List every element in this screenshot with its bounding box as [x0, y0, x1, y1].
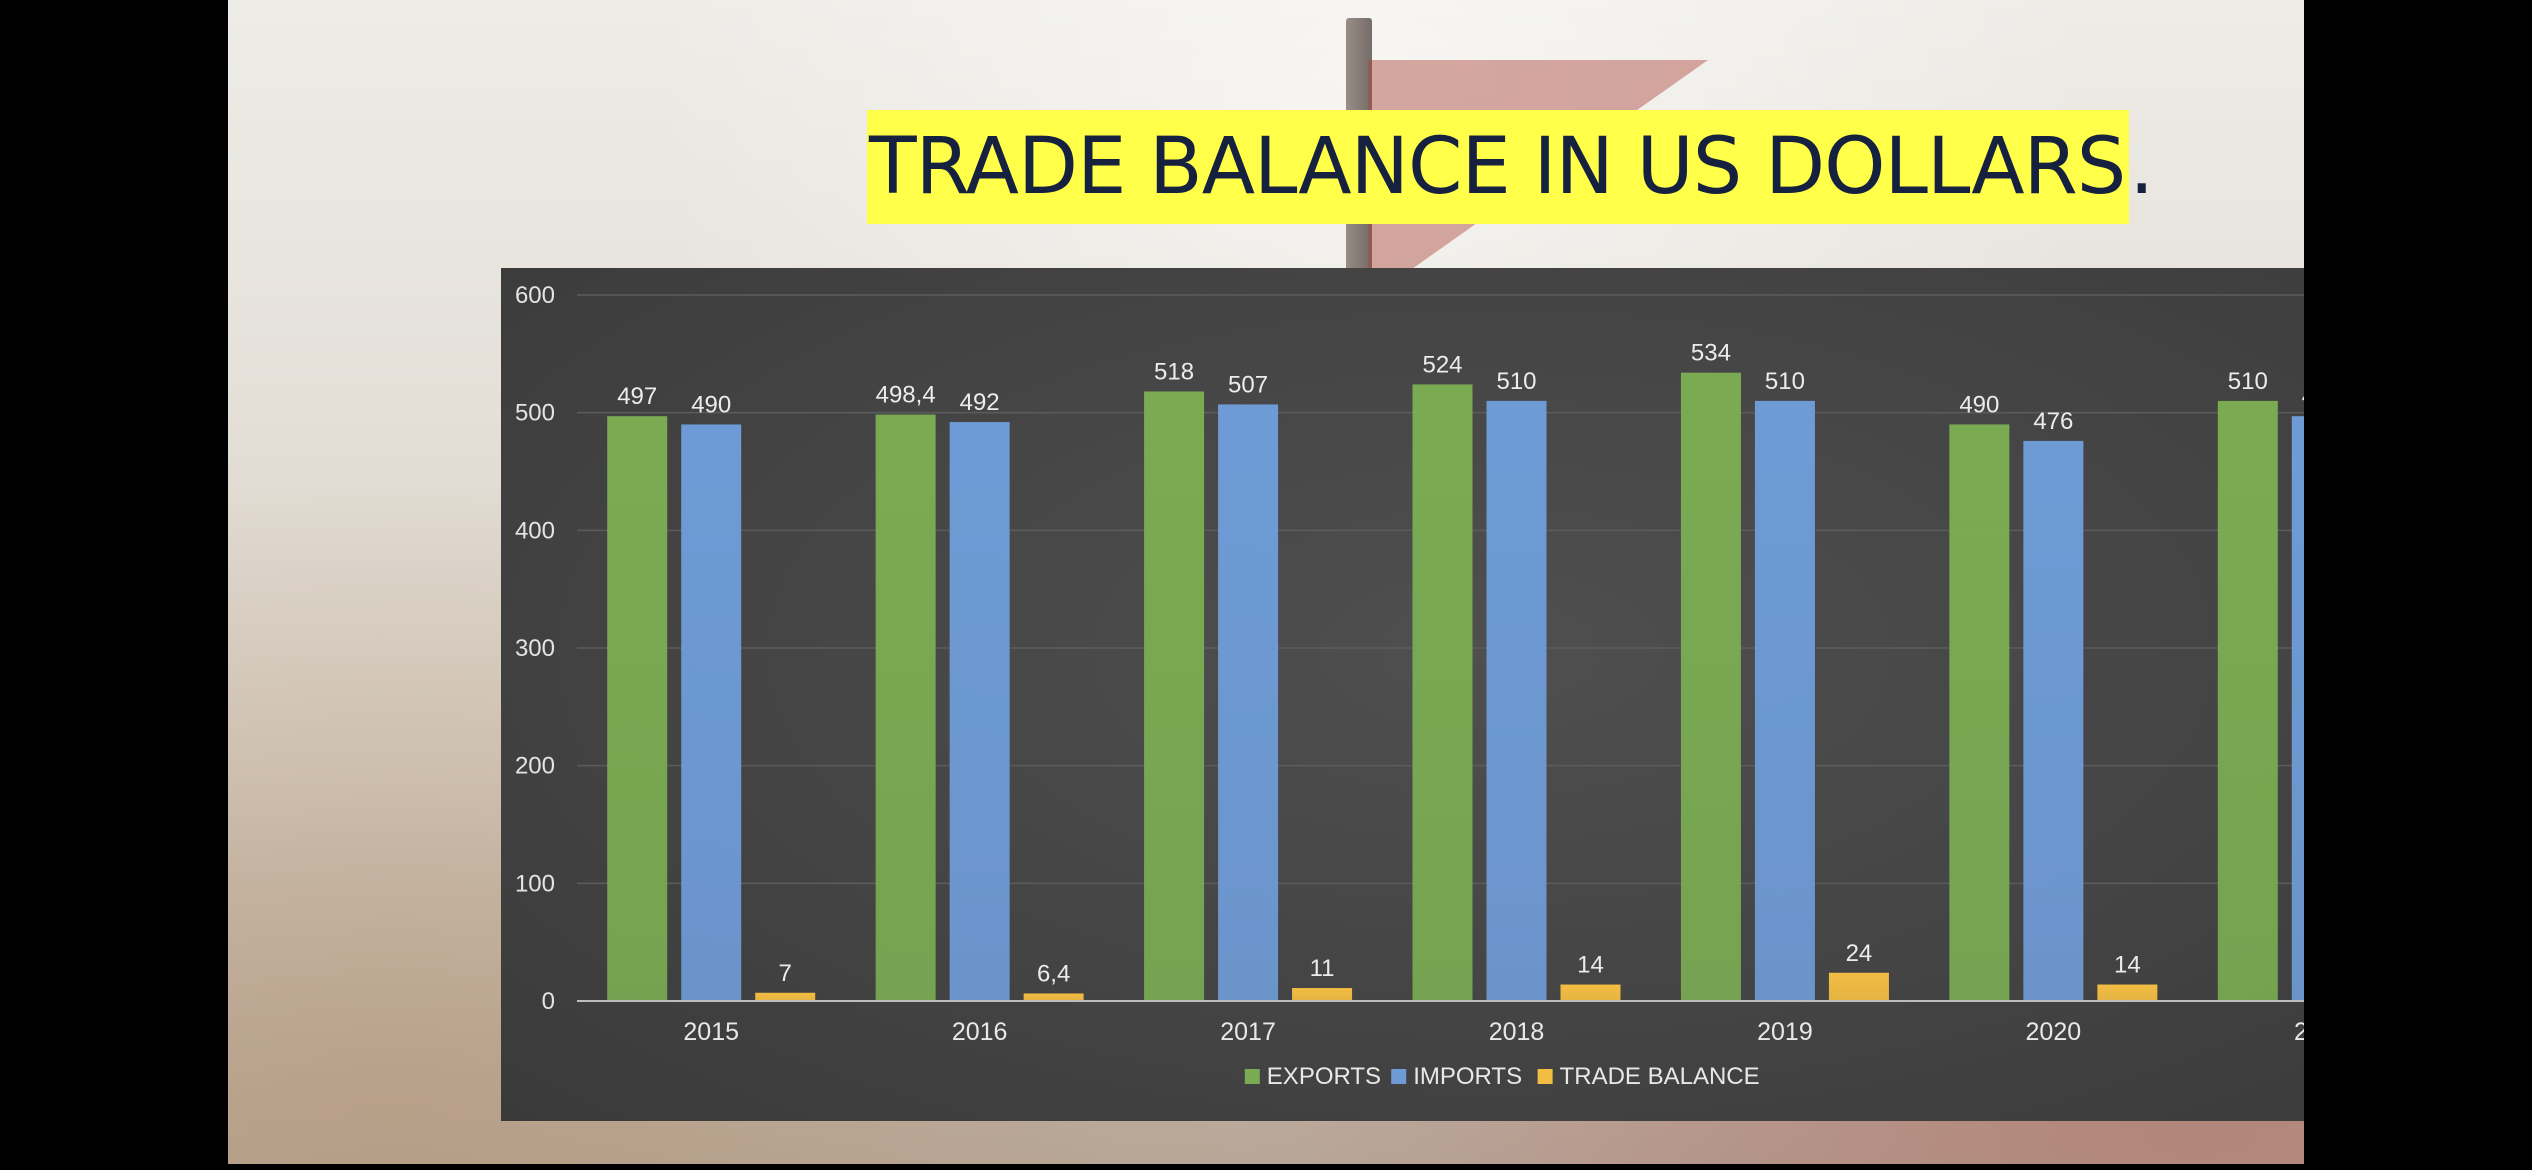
y-tick-label: 200: [515, 753, 555, 780]
slide-title: TRADE BALANCE IN US DOLLARS: [867, 110, 2130, 224]
y-tick-label: 600: [515, 282, 555, 309]
bar-chart: 0 100 200 300 400 500 600 497 490 7 498,4 492 6,4 51…: [515, 282, 2304, 1090]
data-label: 497: [2302, 383, 2304, 410]
data-label: 510: [1496, 368, 1536, 395]
x-tick-label: 2017: [1220, 1018, 1276, 1046]
bar-exports-2021: [2217, 400, 2278, 1001]
bar-exports-2015: [607, 416, 668, 1001]
slide-title-suffix: .: [2129, 122, 2155, 212]
data-label: 524: [1422, 351, 1462, 378]
data-label: 7: [779, 960, 792, 987]
bar-exports-2019: [1680, 372, 1741, 1001]
legend-label: EXPORTS: [1267, 1063, 1381, 1090]
data-label: 24: [1846, 940, 1873, 967]
y-tick-label: 500: [515, 400, 555, 427]
y-tick-label: 0: [542, 988, 555, 1015]
bar-trade-balance-2018: [1560, 984, 1621, 1001]
data-label: 11: [1310, 955, 1335, 982]
y-tick-label: 300: [515, 635, 555, 662]
legend-swatch: [1391, 1069, 1407, 1084]
y-tick-label: 400: [515, 517, 555, 544]
legend-label: TRADE BALANCE: [1560, 1063, 1760, 1090]
bar-imports-2015: [681, 424, 742, 1001]
bar-imports-2016: [949, 422, 1010, 1001]
x-tick-label: 2020: [2026, 1018, 2082, 1046]
y-tick-label: 100: [515, 870, 555, 897]
title-container: TRADE BALANCE IN US DOLLARS.: [867, 110, 2154, 224]
data-label: 498,4: [876, 382, 936, 409]
data-label: 518: [1154, 358, 1194, 385]
data-label: 14: [2114, 952, 2141, 979]
bar-imports-2021: [2291, 416, 2304, 1001]
y-axis-ticks: 0 100 200 300 400 500 600: [515, 282, 555, 1015]
data-label: 497: [617, 383, 657, 410]
bar-trade-balance-2015: [755, 992, 816, 1001]
data-label: 6,4: [1037, 960, 1070, 987]
data-label: 490: [691, 391, 731, 418]
bar-imports-2020: [2023, 440, 2084, 1001]
x-tick-label: 2015: [683, 1018, 739, 1046]
x-tick-label: 2019: [1757, 1018, 1813, 1046]
x-tick-label: 2021: [2294, 1018, 2304, 1046]
bar-trade-balance-2017: [1292, 988, 1353, 1001]
data-label: 492: [960, 389, 1000, 416]
data-labels: 497 490 7 498,4 492 6,4 518 507 11 524 510 14 534 510…: [617, 340, 2304, 988]
legend-swatch: [1537, 1069, 1553, 1084]
bar-exports-2017: [1144, 391, 1205, 1001]
bars: [607, 372, 2304, 1002]
chart-panel: 0 100 200 300 400 500 600 497 490 7 498,4 492 6,4 51…: [501, 268, 2304, 1121]
data-label: 507: [1228, 371, 1268, 398]
data-label: 14: [1577, 952, 1604, 979]
legend: EXPORTS IMPORTS TRADE BALANCE: [1244, 1063, 1760, 1090]
bar-trade-balance-2020: [2097, 984, 2158, 1001]
bar-exports-2016: [875, 414, 936, 1001]
bar-imports-2018: [1486, 400, 1547, 1001]
legend-label: IMPORTS: [1413, 1063, 1522, 1090]
bar-exports-2020: [1949, 424, 2010, 1001]
data-label: 534: [1691, 340, 1731, 367]
bar-exports-2018: [1412, 384, 1473, 1002]
x-axis: 2015 2016 2017 2018 2019 2020 2021: [577, 1000, 2304, 1046]
bar-imports-2017: [1218, 404, 1279, 1001]
data-label: 510: [1765, 368, 1805, 395]
x-tick-label: 2016: [952, 1018, 1008, 1046]
legend-swatch: [1244, 1069, 1260, 1084]
slide-background: TRADE BALANCE IN US DOLLARS. 0 100 200 300 4…: [228, 0, 2304, 1164]
bar-trade-balance-2016: [1023, 993, 1084, 1001]
data-label: 490: [1959, 391, 1999, 418]
x-tick-label: 2018: [1489, 1018, 1545, 1046]
bar-imports-2019: [1754, 400, 1815, 1001]
bar-trade-balance-2019: [1828, 972, 1889, 1001]
data-label: 476: [2033, 408, 2073, 435]
data-label: 510: [2228, 368, 2268, 395]
